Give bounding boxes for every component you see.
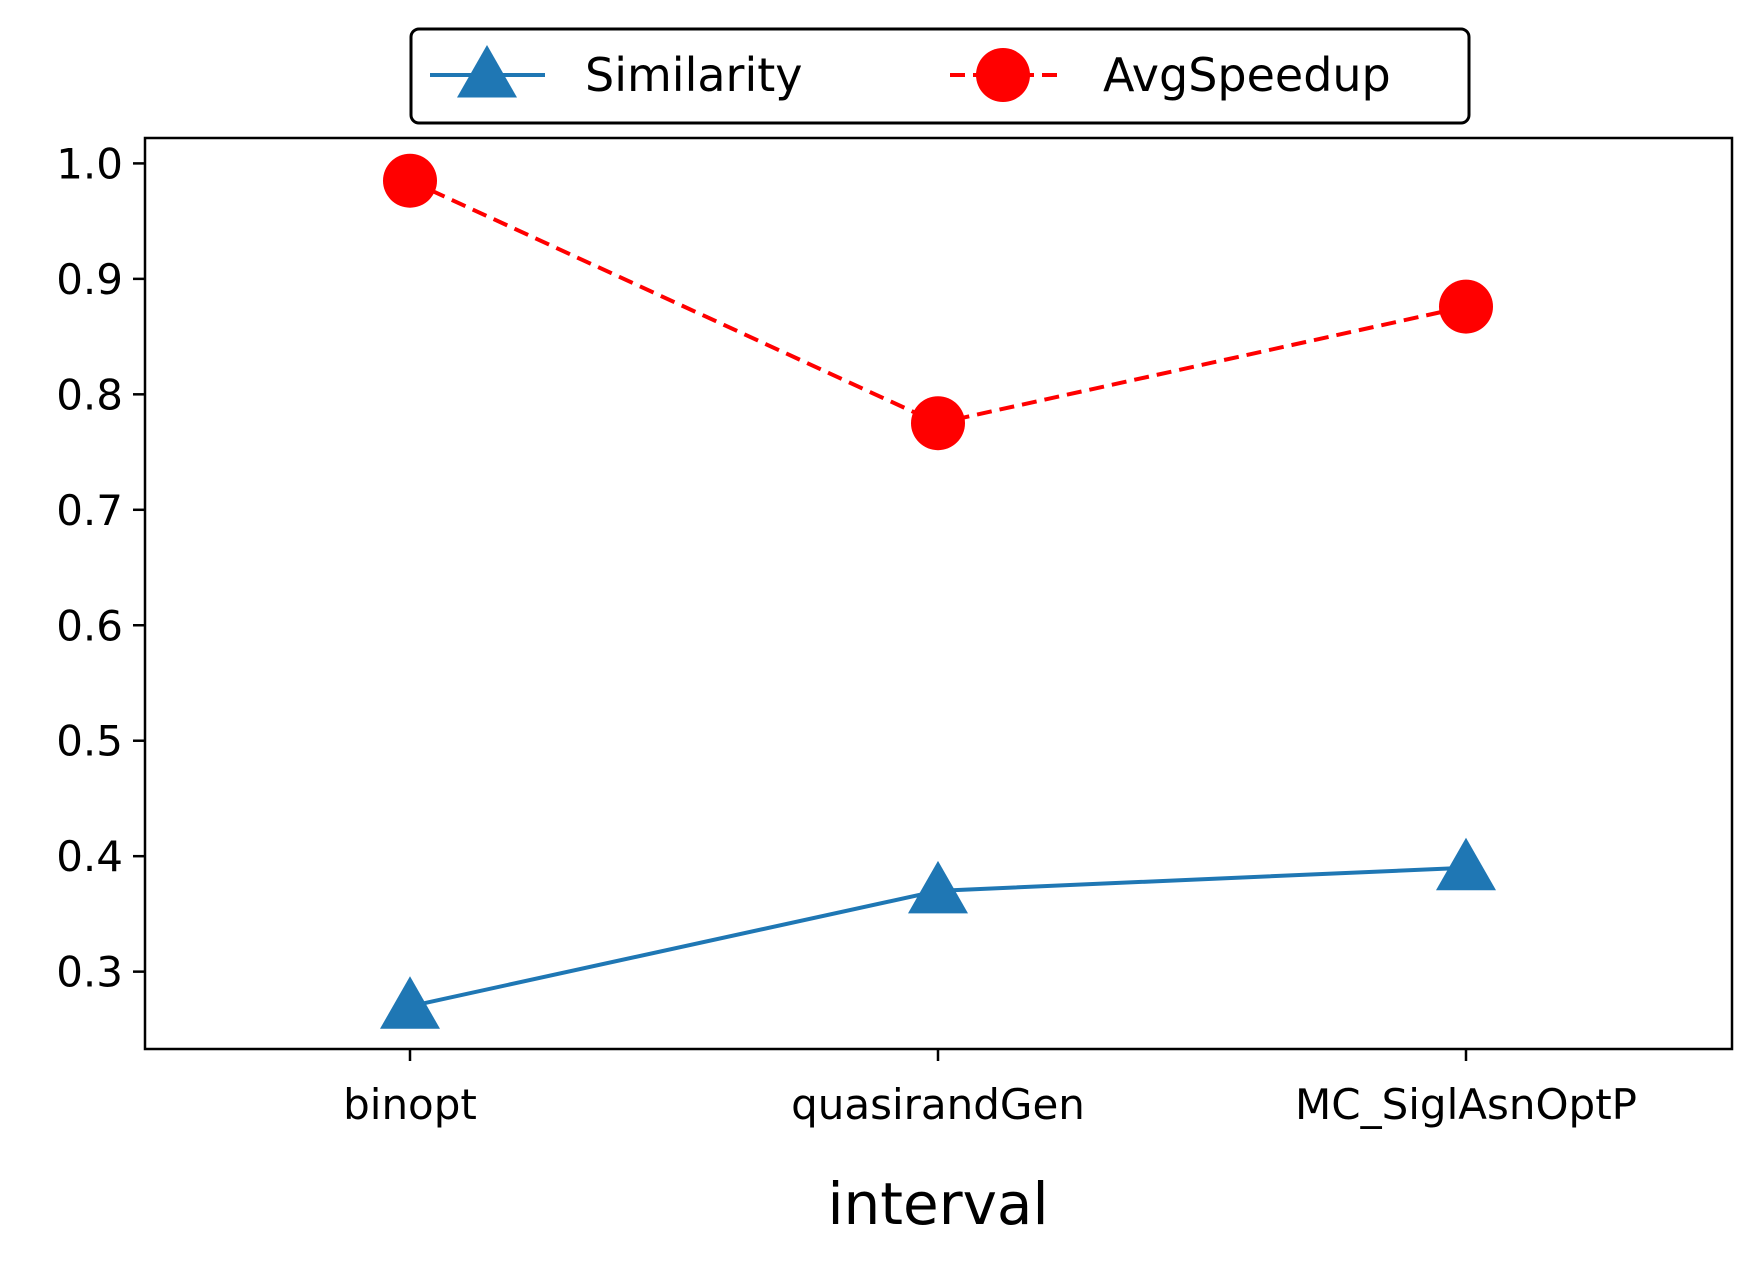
y-tick-label: 0.7 bbox=[56, 486, 123, 535]
y-tick-label: 0.4 bbox=[56, 832, 123, 881]
series-avgspeedup bbox=[383, 153, 1493, 451]
y-tick-label: 0.5 bbox=[56, 717, 123, 766]
legend-marker bbox=[457, 45, 517, 98]
circle-marker bbox=[1439, 279, 1493, 334]
series-layer bbox=[380, 153, 1496, 1029]
x-tick-label: quasirandGen bbox=[791, 1080, 1085, 1129]
y-tick-label: 1.0 bbox=[56, 139, 123, 188]
triangle-marker bbox=[380, 976, 440, 1029]
circle-marker bbox=[383, 153, 437, 208]
legend-box bbox=[409, 27, 1471, 125]
legend-label: Similarity bbox=[585, 48, 803, 102]
x-tick-label: binopt bbox=[343, 1080, 477, 1129]
legend-label: AvgSpeedup bbox=[1103, 48, 1391, 102]
legend-item-avgspeedup: AvgSpeedup bbox=[950, 48, 1391, 102]
x-tick-label: MC_SiglAsnOptP bbox=[1295, 1080, 1637, 1129]
y-tick-label: 0.6 bbox=[56, 601, 123, 650]
triangle-marker bbox=[908, 860, 968, 914]
legend: Similarity AvgSpeedup bbox=[409, 27, 1471, 125]
legend-marker bbox=[976, 48, 1030, 102]
y-axis: 0.3 0.4 0.5 0.6 0.7 0.8 0.9 1.0 bbox=[56, 139, 145, 997]
x-axis: binopt quasirandGen MC_SiglAsnOptP bbox=[343, 1049, 1637, 1129]
x-axis-title: interval bbox=[827, 1170, 1048, 1238]
circle-marker bbox=[911, 396, 965, 451]
y-tick-label: 0.9 bbox=[56, 255, 123, 304]
y-tick-label: 0.8 bbox=[56, 370, 123, 419]
legend-item-similarity: Similarity bbox=[430, 45, 803, 102]
y-tick-label: 0.3 bbox=[56, 948, 123, 997]
series-similarity bbox=[380, 837, 1496, 1029]
triangle-marker bbox=[1436, 837, 1496, 891]
